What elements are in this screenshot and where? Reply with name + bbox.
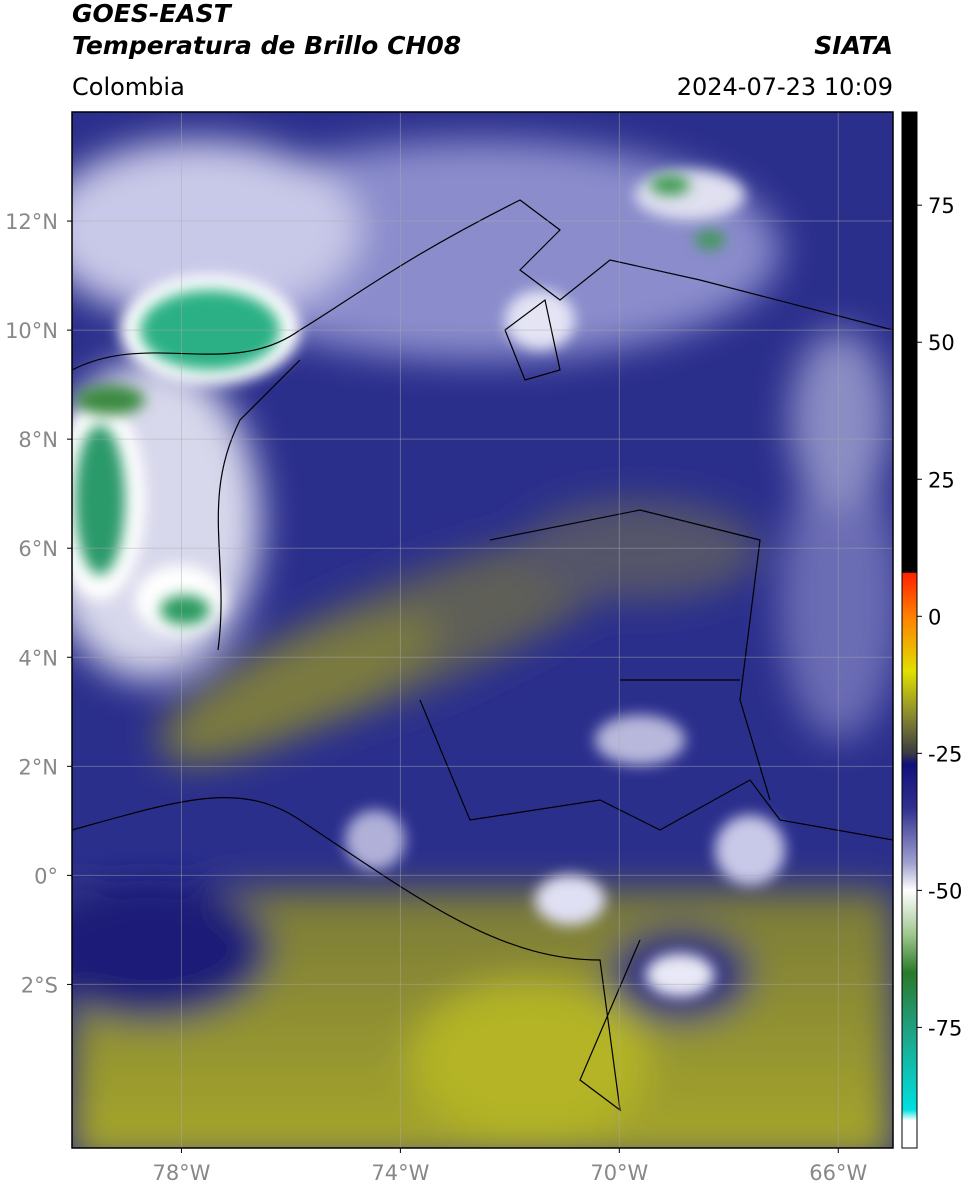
lat-tick-label: 12°N bbox=[5, 210, 58, 234]
lat-tick-label: 2°S bbox=[21, 973, 58, 997]
product: Temperatura de Brillo CH08 bbox=[72, 31, 461, 60]
lat-tick-label: 4°N bbox=[18, 646, 58, 670]
lon-tick-label: 74°W bbox=[371, 1161, 429, 1185]
lat-tick-label: 6°N bbox=[18, 537, 58, 561]
datetime: 2024-07-23 10:09 bbox=[677, 73, 893, 101]
lon-tick-label: 70°W bbox=[590, 1161, 648, 1185]
lat-tick-label: 0° bbox=[34, 864, 58, 888]
colorbar-tick-label: 75 bbox=[928, 194, 955, 218]
region: Colombia bbox=[72, 73, 185, 101]
colorbar bbox=[901, 111, 918, 1149]
colorbar-tick-label: -50 bbox=[928, 879, 962, 903]
satellite-image bbox=[72, 112, 893, 1148]
colorbar-tick-label: 50 bbox=[928, 331, 955, 355]
lat-tick-label: 8°N bbox=[18, 428, 58, 452]
colorbar-tick-label: -75 bbox=[928, 1016, 962, 1040]
lat-tick-label: 10°N bbox=[5, 319, 58, 343]
lat-tick-label: 2°N bbox=[18, 755, 58, 779]
satellite: GOES-EAST bbox=[72, 0, 233, 28]
lon-tick-label: 78°W bbox=[152, 1161, 210, 1185]
colorbar-tick-label: -25 bbox=[928, 742, 962, 766]
colorbar-tick-label: 0 bbox=[928, 605, 941, 629]
lon-tick-label: 66°W bbox=[809, 1161, 867, 1185]
colorbar-tick-label: 25 bbox=[928, 468, 955, 492]
source: SIATA bbox=[814, 31, 893, 60]
map-frame bbox=[71, 111, 894, 1149]
